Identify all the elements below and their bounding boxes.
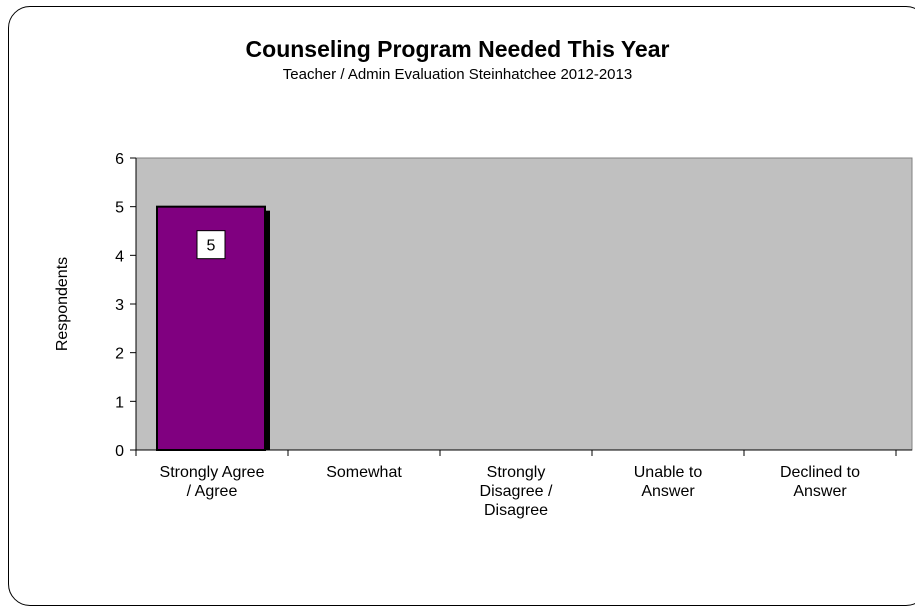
x-axis: Strongly Agree / Agree Somewhat Strongly Dis… bbox=[135, 449, 912, 519]
y-tick-label: 6 bbox=[115, 151, 124, 168]
y-tick-label: 5 bbox=[115, 200, 124, 217]
y-tick-label: 3 bbox=[115, 297, 124, 314]
data-label-box bbox=[196, 230, 226, 260]
x-category-label: Unable to Answer bbox=[634, 464, 703, 500]
x-category-label: Declined to Answer bbox=[780, 464, 860, 500]
y-tick-label: 2 bbox=[115, 346, 124, 363]
x-category-label: Strongly Agree / Agree bbox=[160, 464, 265, 500]
chart-title: Counseling Program Needed This Year bbox=[245, 36, 670, 62]
bars: 5 bbox=[156, 205, 270, 451]
y-tick-label: 0 bbox=[115, 443, 124, 460]
data-label: 5 bbox=[207, 238, 216, 255]
y-axis: 0 1 2 3 4 5 6 bbox=[115, 151, 137, 460]
y-axis-title: Respondents bbox=[54, 257, 71, 351]
y-tick-label: 4 bbox=[115, 248, 124, 265]
y-tick-label: 1 bbox=[115, 394, 124, 411]
chart-subtitle: Teacher / Admin Evaluation Steinhatchee … bbox=[282, 66, 633, 83]
x-category-label: Somewhat bbox=[326, 464, 402, 481]
x-category-label: Strongly Disagree / Disagree bbox=[480, 464, 553, 519]
